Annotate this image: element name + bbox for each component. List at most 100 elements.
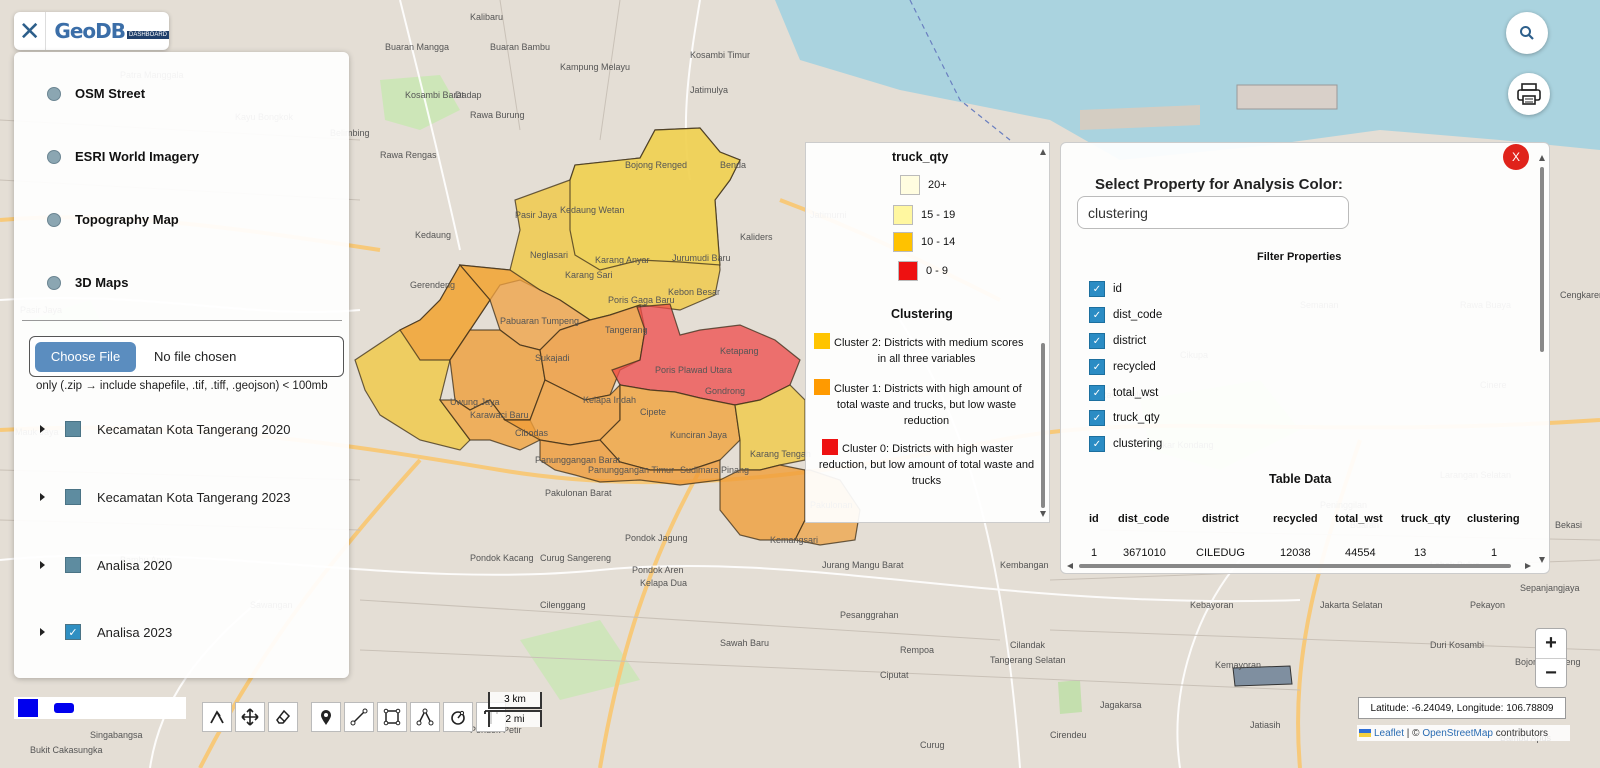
checkbox-checked[interactable]: ✓	[1089, 359, 1105, 375]
map-place-label: Singabangsa	[90, 730, 143, 740]
layer-item-analisa-2023[interactable]: ✓ Analisa 2023	[40, 624, 172, 640]
checkbox-checked[interactable]: ✓	[1089, 385, 1105, 401]
table-header[interactable]: truck_qty	[1401, 513, 1451, 525]
table-header[interactable]: clustering	[1467, 513, 1520, 525]
table-header[interactable]: dist_code	[1118, 513, 1170, 525]
search-icon	[1520, 26, 1534, 40]
map-place-label: Gondrong	[705, 386, 746, 396]
filter-property-dist-code[interactable]: ✓ dist_code	[1089, 307, 1162, 323]
search-button[interactable]	[1506, 12, 1548, 54]
map-place-label: Panunggangan Timur	[588, 465, 675, 475]
close-analysis-button[interactable]: X	[1503, 144, 1529, 170]
zoom-out-button[interactable]: −	[1545, 662, 1557, 684]
legend-panel[interactable]: truck_qty 20+ 15 - 19 10 - 14 0 - 9 Clus…	[805, 142, 1050, 523]
map-place-label: Kedaung	[415, 230, 452, 240]
close-sidebar-button[interactable]: ✕	[14, 12, 47, 50]
rectangle-tool-button[interactable]	[377, 702, 407, 732]
map-place-label: Kosambi Timur	[690, 50, 751, 60]
property-select[interactable]: clustering	[1077, 196, 1349, 229]
layer-checkbox-checked[interactable]: ✓	[65, 624, 81, 640]
map-place-label: Pondok Kacang	[470, 553, 534, 563]
checkbox-checked[interactable]: ✓	[1089, 281, 1105, 297]
map-place-label: Sepanjangjaya	[1520, 583, 1580, 593]
marker-tool-button[interactable]	[311, 702, 341, 732]
table-header[interactable]: district	[1202, 513, 1239, 525]
choose-file-button[interactable]: Choose File	[35, 341, 136, 372]
file-upload-field[interactable]: Choose File No file chosen	[29, 336, 344, 377]
layer-item-analisa-2020[interactable]: Analisa 2020	[40, 557, 172, 573]
osm-link[interactable]: OpenStreetMap	[1422, 727, 1493, 739]
marker-icon	[321, 710, 331, 725]
basemap-option-3d[interactable]: 3D Maps	[47, 275, 128, 290]
basemap-option-topography[interactable]: Topography Map	[47, 212, 179, 227]
checkbox-checked[interactable]: ✓	[1089, 410, 1105, 426]
table-header[interactable]: total_wst	[1335, 513, 1383, 525]
property-label: truck_qty	[1113, 412, 1160, 424]
color-picker-1[interactable]	[18, 699, 38, 717]
checkbox-checked[interactable]: ✓	[1089, 436, 1105, 452]
filter-property-truck-qty[interactable]: ✓ truck_qty	[1089, 410, 1160, 426]
erase-tool-button[interactable]	[268, 702, 298, 732]
zoom-in-button[interactable]: +	[1536, 629, 1566, 659]
property-label: district	[1113, 335, 1147, 347]
filter-property-id[interactable]: ✓ id	[1089, 281, 1122, 297]
map-place-label: Bukit Cakasungka	[30, 745, 103, 755]
color-picker-2[interactable]	[54, 703, 74, 713]
table-header[interactable]: id	[1089, 513, 1099, 525]
move-tool-button[interactable]	[235, 702, 265, 732]
map-place-label: Kampung Melayu	[560, 62, 631, 72]
layer-checkbox[interactable]	[65, 421, 81, 437]
layer-item-kecamatan-2020[interactable]: Kecamatan Kota Tangerang 2020	[40, 421, 290, 437]
layer-checkbox[interactable]	[65, 557, 81, 573]
map-place-label: Kembangan	[1000, 560, 1049, 570]
analysis-vertical-scrollbar[interactable]	[1537, 153, 1547, 565]
map-place-label: Kebayoran	[1190, 600, 1234, 610]
legend-label: 20+	[928, 179, 947, 191]
basemap-option-esri[interactable]: ESRI World Imagery	[47, 149, 199, 164]
checkbox-checked[interactable]: ✓	[1089, 333, 1105, 349]
layer-label: Analisa 2023	[97, 624, 173, 640]
caret-right-icon[interactable]	[40, 628, 45, 636]
cluster-text: Cluster 2: Districts with medium scores	[834, 337, 1024, 349]
edit-tool-button[interactable]	[202, 702, 232, 732]
filter-property-district[interactable]: ✓ district	[1089, 333, 1146, 349]
basemap-option-osm[interactable]: OSM Street	[47, 86, 145, 101]
legend-cluster-2: Cluster 2: Districts with medium scores …	[814, 333, 1039, 367]
map-place-label: Ciputat	[880, 670, 909, 680]
map-scale: 3 km 2 mi	[488, 692, 542, 728]
scale-mi: 2 mi	[488, 710, 542, 727]
analysis-title: Select Property for Analysis Color:	[1095, 176, 1343, 193]
table-header[interactable]: recycled	[1273, 513, 1318, 525]
print-button[interactable]	[1508, 73, 1550, 115]
filter-properties-title: Filter Properties	[1257, 251, 1342, 263]
circle-tool-button[interactable]	[443, 702, 473, 732]
map-place-label: Cirendeu	[1050, 730, 1087, 740]
property-label: id	[1113, 283, 1122, 295]
filter-property-total-wst[interactable]: ✓ total_wst	[1089, 385, 1158, 401]
layer-label: Kecamatan Kota Tangerang 2023	[97, 489, 291, 505]
leaflet-link[interactable]: Leaflet	[1374, 727, 1405, 739]
map-place-label: Neglasari	[530, 250, 569, 260]
checkbox-checked[interactable]: ✓	[1089, 307, 1105, 323]
radio-icon[interactable]	[47, 149, 61, 164]
map-place-label: Karang Tengah	[750, 449, 811, 459]
caret-right-icon[interactable]	[40, 561, 45, 569]
layer-item-kecamatan-2023[interactable]: Kecamatan Kota Tangerang 2023	[40, 489, 290, 505]
map-attribution: Leaflet | © OpenStreetMap contributors	[1357, 725, 1570, 741]
filter-property-recycled[interactable]: ✓ recycled	[1089, 359, 1156, 375]
analysis-horizontal-scrollbar[interactable]	[1065, 561, 1533, 571]
file-status: No file chosen	[154, 349, 237, 364]
map-place-label: Curug Sangereng	[540, 553, 612, 563]
legend-scrollbar[interactable]	[1039, 147, 1047, 519]
polyline-tool-button[interactable]	[344, 702, 374, 732]
polygon-tool-button[interactable]	[410, 702, 440, 732]
radio-icon[interactable]	[47, 275, 61, 290]
radio-icon[interactable]	[47, 212, 61, 227]
caret-right-icon[interactable]	[40, 493, 45, 501]
map-place-label: Tangerang Selatan	[990, 655, 1066, 665]
caret-right-icon[interactable]	[40, 425, 45, 433]
radio-icon[interactable]	[47, 86, 61, 101]
layer-checkbox[interactable]	[65, 489, 81, 505]
map-place-label: Karawaci Baru	[470, 410, 529, 420]
filter-property-clustering[interactable]: ✓ clustering	[1089, 436, 1162, 452]
